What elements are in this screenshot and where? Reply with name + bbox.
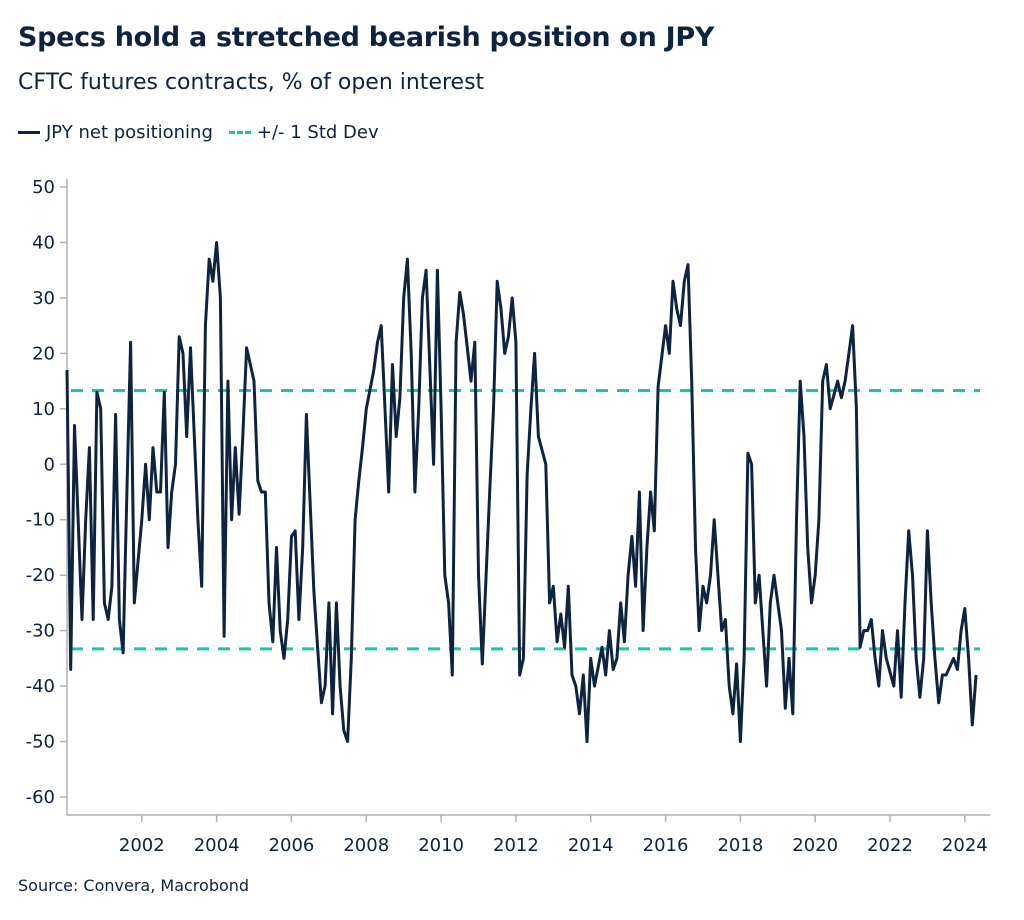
y-tick-label: 50 <box>32 177 55 198</box>
y-tick-label: -50 <box>26 732 55 753</box>
y-tick-label: 30 <box>32 288 55 309</box>
x-tick-label: 2010 <box>418 835 464 856</box>
y-tick-label: 20 <box>32 343 55 364</box>
x-tick-label: 2022 <box>867 835 913 856</box>
legend-band-label: +/- 1 Std Dev <box>256 122 379 143</box>
source-note: Source: Convera, Macrobond <box>18 876 250 895</box>
y-tick-label: 10 <box>32 399 55 420</box>
x-tick-label: 2018 <box>717 835 763 856</box>
y-tick-label: -30 <box>26 621 55 642</box>
y-tick-label: -20 <box>26 565 55 586</box>
legend-solid-line-swatch <box>18 131 40 134</box>
x-tick-label: 2008 <box>343 835 389 856</box>
x-tick-label: 2002 <box>119 835 165 856</box>
x-tick-label: 2020 <box>792 835 838 856</box>
y-tick-label: 40 <box>32 232 55 253</box>
legend-dashed-line-swatch <box>228 131 251 134</box>
chart-title: Specs hold a stretched bearish position … <box>18 22 715 53</box>
y-tick-label: -40 <box>26 676 55 697</box>
x-tick-label: 2014 <box>568 835 614 856</box>
x-tick-label: 2024 <box>942 835 988 856</box>
series-layer <box>65 241 978 743</box>
legend-series-label: JPY net positioning <box>46 122 213 143</box>
x-tick-label: 2016 <box>643 835 689 856</box>
legend: JPY net positioning +/- 1 Std Dev <box>18 122 395 143</box>
jpy-net-positioning-line <box>65 241 978 743</box>
y-tick-label: 0 <box>44 454 55 475</box>
x-tick-label: 2004 <box>194 835 240 856</box>
legend-item-series: JPY net positioning <box>18 122 213 143</box>
x-tick-label: 2006 <box>269 835 315 856</box>
chart-subtitle: CFTC futures contracts, % of open intere… <box>18 70 485 95</box>
y-tick-label: -10 <box>26 510 55 531</box>
x-tick-label: 2012 <box>493 835 539 856</box>
legend-item-std-dev: +/- 1 Std Dev <box>228 122 379 143</box>
y-tick-label: -60 <box>26 787 55 808</box>
